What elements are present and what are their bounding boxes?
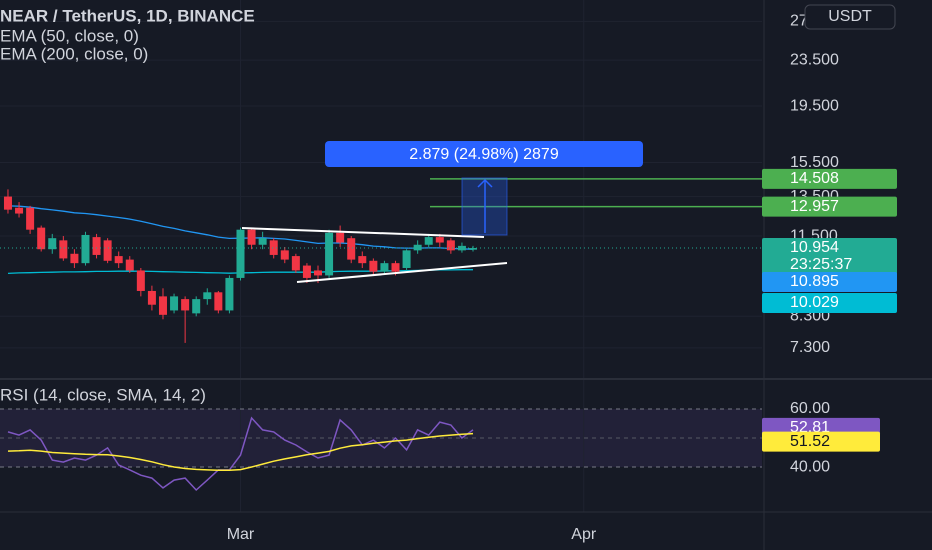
rsi-line	[7, 432, 474, 471]
candle-body	[302, 265, 311, 278]
candle-body	[103, 240, 112, 261]
y-tick-label: 7.300	[790, 339, 830, 356]
candle-body	[380, 263, 389, 272]
candle-body	[15, 207, 24, 214]
candle-body	[170, 296, 179, 311]
candle-body	[435, 237, 444, 243]
rsi-value-label: 51.52	[790, 433, 830, 450]
x-tick-label: Apr	[571, 526, 597, 543]
candle-body	[114, 256, 123, 264]
candle-body	[269, 240, 278, 255]
price-line-label: 14.508	[790, 170, 839, 187]
candle-body	[81, 234, 90, 264]
measure-label-box	[325, 141, 643, 167]
rsi-title: RSI (14, close, SMA, 14, 2)	[0, 385, 206, 404]
legend-ema200: EMA (200, close, 0)	[0, 44, 148, 63]
candle-body	[325, 232, 334, 276]
candle-body	[247, 229, 256, 245]
candle-body	[158, 296, 167, 315]
price-line-label: 12.957	[790, 198, 839, 215]
candle-body	[457, 245, 466, 251]
candle-body	[3, 196, 12, 210]
candle-body	[313, 270, 322, 276]
rsi-value-box	[762, 431, 880, 452]
ema-value-box	[762, 293, 897, 314]
trendline-upper	[241, 227, 485, 238]
candle-body	[92, 237, 101, 255]
candle-body	[236, 229, 245, 278]
candle-body	[203, 292, 212, 300]
candle-body	[291, 256, 300, 271]
candle-body	[280, 250, 289, 260]
candle-body	[413, 244, 422, 251]
candle-body	[181, 299, 190, 311]
ema-value-box	[762, 272, 897, 293]
candle-body	[358, 256, 367, 264]
candle-body	[26, 207, 35, 230]
candle-body	[125, 259, 134, 271]
trendline-lower	[296, 262, 508, 283]
candle-body	[48, 238, 57, 250]
rsi-tick-label: 40.00	[790, 458, 830, 475]
currency-button[interactable]	[804, 4, 896, 30]
candle-body	[391, 263, 400, 272]
candle-body	[147, 290, 156, 305]
candle-body	[336, 232, 345, 243]
candle-body	[70, 253, 79, 264]
measure-label: 2.879 (24.98%) 2879	[409, 146, 559, 163]
y-tick-label: 23.500	[790, 51, 839, 68]
countdown-label: 23:25:37	[790, 256, 852, 273]
y-tick-label: 19.500	[790, 97, 839, 114]
candle-body	[469, 248, 478, 250]
measure-arrowhead	[477, 178, 493, 188]
candle-body	[258, 238, 267, 245]
chart-title: NEAR / TetherUS, 1D, BINANCE	[0, 6, 255, 25]
y-tick-label: 15.500	[790, 154, 839, 171]
ema-value-label: 10.029	[790, 294, 839, 311]
candle-body	[37, 227, 46, 250]
price-line-box	[762, 196, 897, 217]
candle-body	[59, 240, 68, 259]
rsi-tick-label: 60.00	[790, 400, 830, 417]
x-tick-label: Mar	[227, 526, 255, 543]
last-price-label: 10.954	[790, 239, 839, 256]
currency-label[interactable]: USDT	[828, 8, 872, 25]
ema-value-label: 10.895	[790, 273, 839, 290]
candle-body	[214, 292, 223, 311]
candle-body	[446, 240, 455, 251]
candle-body	[192, 299, 201, 314]
candle-body	[347, 238, 356, 260]
candle-body	[402, 250, 411, 268]
candle-body	[136, 270, 145, 291]
price-line-box	[762, 168, 897, 189]
candle-body	[424, 237, 433, 245]
rsi-line	[7, 416, 474, 492]
last-price-box	[762, 238, 897, 277]
candle-body	[369, 260, 378, 272]
candle-body	[225, 277, 234, 311]
legend-ema50: EMA (50, close, 0)	[0, 26, 139, 45]
